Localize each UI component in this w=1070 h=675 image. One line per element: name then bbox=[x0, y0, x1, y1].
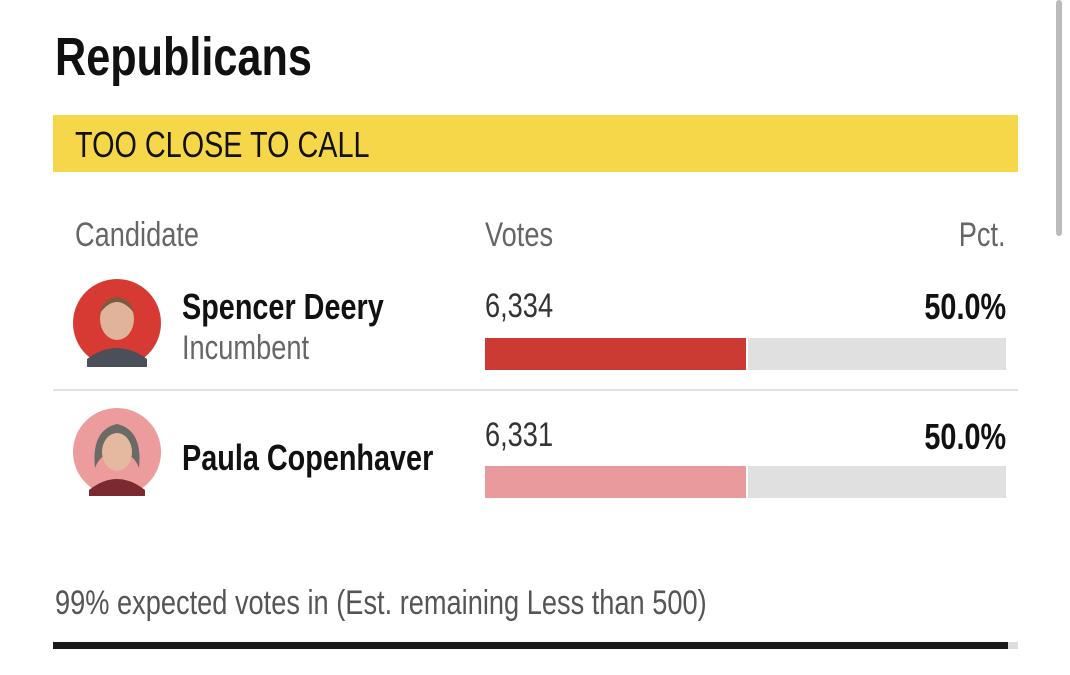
photo-face bbox=[102, 433, 132, 471]
pct: 50.0% bbox=[904, 286, 1006, 328]
divider bbox=[53, 389, 1018, 391]
candidate-name: Spencer Deery bbox=[182, 286, 434, 328]
pct-text: 50.0% bbox=[924, 416, 1006, 457]
footer-text: 99% expected votes in (Est. remaining Le… bbox=[55, 584, 707, 622]
column-header-text: Votes bbox=[485, 216, 554, 254]
candidate-name-text: Spencer Deery bbox=[182, 286, 384, 327]
column-header-text: Pct. bbox=[959, 216, 1006, 254]
candidate-photo bbox=[73, 408, 161, 496]
status: TOO CLOSE TO CALL bbox=[75, 124, 443, 166]
bar bbox=[485, 338, 748, 370]
status-band bbox=[53, 115, 1018, 172]
bar-track bbox=[485, 466, 1006, 498]
bar-track bbox=[485, 338, 1006, 370]
scrollbar[interactable] bbox=[1056, 0, 1062, 236]
candidate-name-text: Paula Copenhaver bbox=[182, 437, 434, 478]
pct-text: 50.0% bbox=[924, 286, 1006, 327]
column-header: Candidate bbox=[75, 216, 230, 255]
votes-text: 6,331 bbox=[485, 416, 554, 454]
votes-text: 6,334 bbox=[485, 287, 554, 325]
title-text: Republicans bbox=[55, 27, 312, 87]
candidate-photo bbox=[73, 279, 161, 367]
photo-top bbox=[89, 479, 145, 496]
votes: 6,331 bbox=[485, 416, 570, 455]
photo-face bbox=[100, 298, 134, 340]
pct: 50.0% bbox=[904, 416, 1006, 458]
candidate-note: Incumbent bbox=[182, 329, 341, 368]
footer: 99% expected votes in (Est. remaining Le… bbox=[55, 584, 870, 623]
rule bbox=[53, 642, 1008, 649]
column-header: Votes bbox=[485, 216, 570, 255]
rule-tail bbox=[1008, 642, 1018, 649]
title: Republicans bbox=[55, 26, 376, 88]
column-header: Pct. bbox=[947, 216, 1006, 255]
votes: 6,334 bbox=[485, 287, 570, 326]
bar bbox=[485, 466, 748, 498]
photo-suit bbox=[87, 348, 147, 367]
candidate-note-text: Incumbent bbox=[182, 329, 310, 367]
candidate-name: Paula Copenhaver bbox=[182, 437, 496, 479]
photo-hair bbox=[100, 297, 134, 313]
status-text: TOO CLOSE TO CALL bbox=[75, 124, 370, 165]
column-header-text: Candidate bbox=[75, 216, 200, 254]
